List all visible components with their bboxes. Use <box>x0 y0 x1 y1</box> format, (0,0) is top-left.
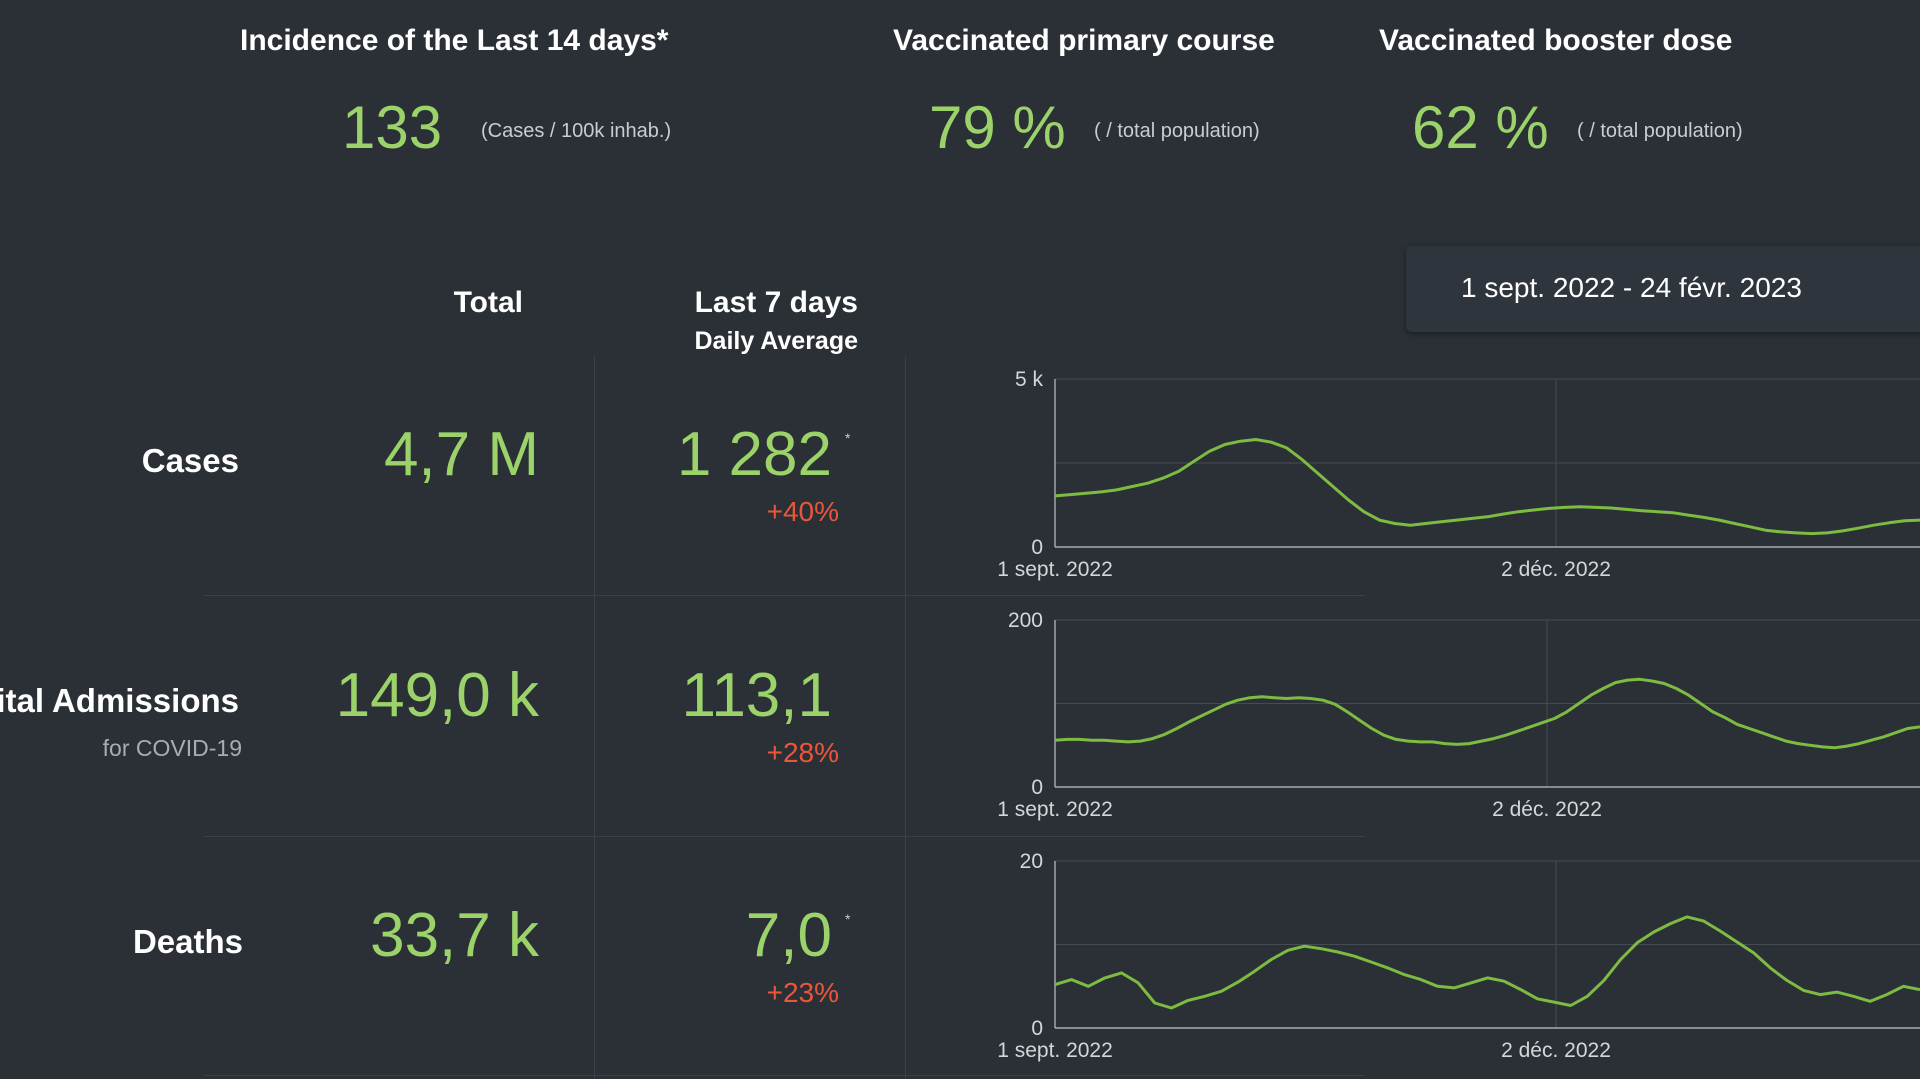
cases-total: 4,7 M <box>383 420 539 489</box>
column-divider <box>594 356 595 1079</box>
cases-x-tick-label: 2 déc. 2022 <box>1501 558 1611 581</box>
row-sublabel-covid: for COVID-19 <box>102 735 242 761</box>
row-divider <box>205 1075 1365 1076</box>
deaths-total: 33,7 k <box>370 901 539 970</box>
deaths-x-tick-label: 2 déc. 2022 <box>1501 1039 1611 1062</box>
vaccinated-booster-unit: ( / total population) <box>1577 120 1743 142</box>
hospital-admissions-series-line <box>1054 677 1920 750</box>
cases-change: +40% <box>766 496 839 527</box>
column-divider <box>905 356 906 1079</box>
hospital-admissions-x-tick-label: 2 déc. 2022 <box>1492 798 1602 821</box>
deaths-daily-average: 7,0 <box>745 901 832 970</box>
row-label-cases: Cases <box>141 442 239 479</box>
cases-footnote-marker: * <box>845 430 851 446</box>
row-divider <box>205 836 1365 837</box>
cases-daily-average: 1 282 <box>676 420 832 489</box>
incidence-value: 133 <box>342 94 443 161</box>
vaccinated-primary-value: 79 % <box>929 94 1066 161</box>
hospital-admissions-y-tick-label: 0 <box>1031 776 1043 799</box>
cases-y-tick-label: 0 <box>1031 536 1043 559</box>
vaccinated-primary-unit: ( / total population) <box>1094 120 1260 142</box>
vaccinated-booster-value: 62 % <box>1412 94 1549 161</box>
deaths-y-tick-label: 0 <box>1031 1017 1043 1040</box>
hospital-admissions-total: 149,0 k <box>335 661 539 730</box>
deaths-series-line <box>1054 915 1920 1010</box>
row-divider <box>205 595 1365 596</box>
date-range-text: 1 sept. 2022 - 24 févr. 2023 <box>1461 272 1802 303</box>
hospital-admissions-daily-average: 113,1 <box>681 661 832 730</box>
hospital-admissions-change: +28% <box>766 737 839 768</box>
cases-series-line <box>1054 438 1920 536</box>
deaths-y-tick-label: 20 <box>1020 850 1043 873</box>
deaths-change: +23% <box>766 977 839 1008</box>
column-subheader-daily-average: Daily Average <box>694 327 858 355</box>
column-header-last7: Last 7 days <box>694 286 858 319</box>
row-label-deaths: Deaths <box>132 923 243 960</box>
deaths-footnote-marker: * <box>845 911 851 927</box>
hospital-admissions-x-tick-label: 1 sept. 2022 <box>997 798 1113 821</box>
column-header-total: Total <box>453 286 523 319</box>
incidence-unit: (Cases / 100k inhab.) <box>481 120 672 142</box>
incidence-title: Incidence of the Last 14 days* <box>240 24 669 57</box>
date-range-picker[interactable]: 1 sept. 2022 - 24 févr. 2023 <box>1406 246 1920 332</box>
cases-x-tick-label: 1 sept. 2022 <box>997 558 1113 581</box>
cases-y-tick-label: 5 k <box>1015 368 1044 391</box>
vaccinated-booster-title: Vaccinated booster dose <box>1379 24 1733 57</box>
deaths-x-tick-label: 1 sept. 2022 <box>997 1039 1113 1062</box>
vaccinated-primary-title: Vaccinated primary course <box>893 24 1275 57</box>
row-label-hospital-admissions: Hospital Admissions <box>0 682 239 719</box>
hospital-admissions-y-tick-label: 200 <box>1008 609 1043 632</box>
